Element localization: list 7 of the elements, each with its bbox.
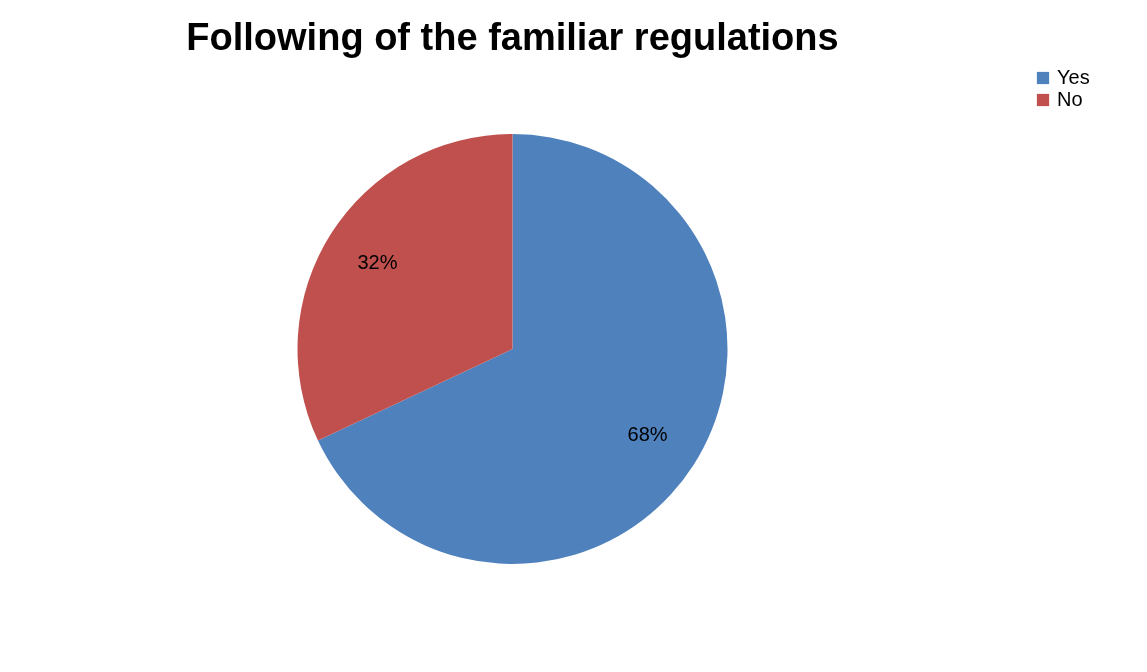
pie-slice [297,134,513,441]
legend-label: Yes [1057,66,1090,88]
data-label: 68% [627,422,668,445]
data-label: 32% [357,251,398,274]
chart-title: Following of the familiar regulations [186,16,839,58]
legend-label: No [1057,88,1083,110]
pie-slice [317,134,728,564]
